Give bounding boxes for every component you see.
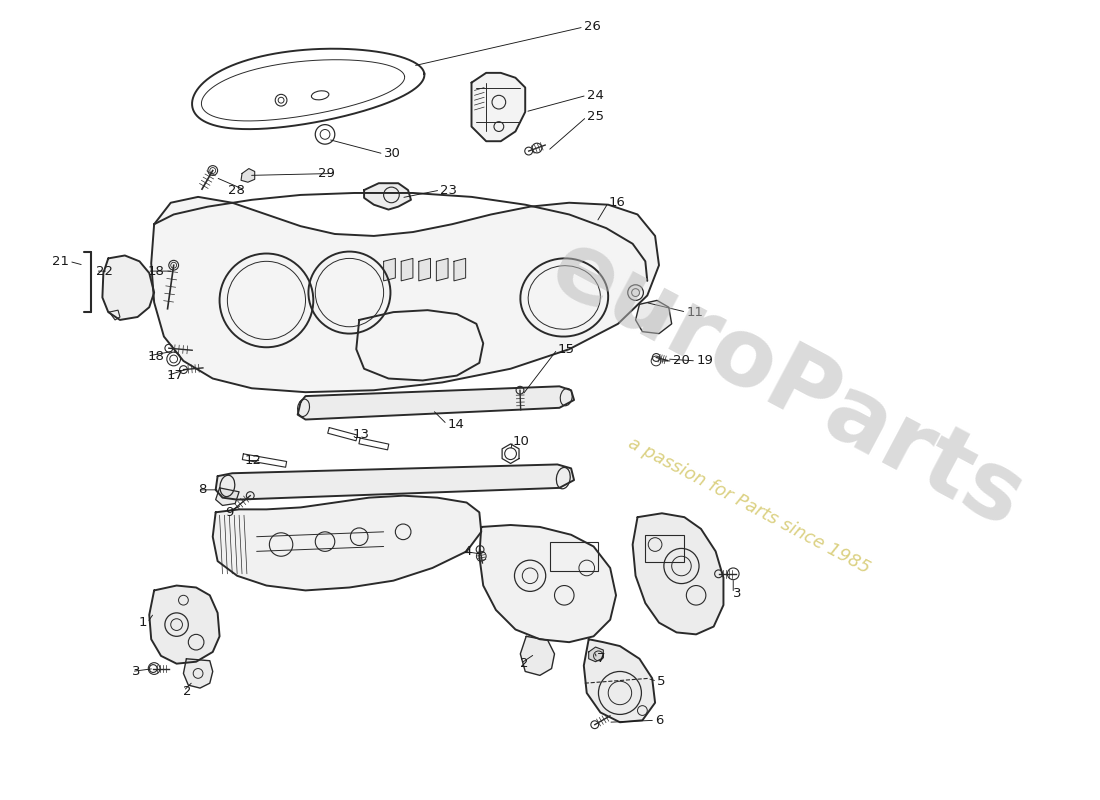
Text: 12: 12: [245, 454, 262, 467]
Text: 6: 6: [656, 714, 663, 726]
Polygon shape: [437, 258, 448, 281]
Text: 4: 4: [464, 545, 472, 558]
Text: 2: 2: [184, 685, 191, 698]
Bar: [646, 534, 684, 562]
Polygon shape: [102, 255, 154, 320]
Text: 11: 11: [686, 306, 703, 318]
Text: 9: 9: [226, 506, 234, 518]
Polygon shape: [184, 658, 212, 688]
Text: a passion for Parts since 1985: a passion for Parts since 1985: [625, 434, 873, 577]
Polygon shape: [632, 514, 724, 634]
Polygon shape: [520, 636, 554, 675]
Polygon shape: [419, 258, 430, 281]
Text: 18: 18: [147, 265, 164, 278]
Polygon shape: [216, 465, 574, 500]
Text: 10: 10: [513, 434, 529, 447]
Polygon shape: [212, 496, 482, 590]
Text: 5: 5: [657, 674, 665, 688]
Text: 28: 28: [228, 183, 245, 197]
Polygon shape: [364, 183, 411, 210]
Text: 8: 8: [198, 483, 207, 496]
Polygon shape: [298, 386, 574, 419]
Text: 23: 23: [440, 183, 458, 197]
Text: 13: 13: [352, 428, 370, 441]
Polygon shape: [216, 488, 239, 506]
Polygon shape: [150, 586, 220, 664]
Text: 18: 18: [147, 350, 164, 362]
Polygon shape: [454, 258, 465, 281]
Polygon shape: [588, 647, 603, 662]
Text: 17: 17: [167, 369, 184, 382]
Text: 3: 3: [132, 665, 140, 678]
Text: 30: 30: [384, 147, 400, 161]
Polygon shape: [480, 525, 616, 642]
Text: 24: 24: [586, 89, 604, 102]
Text: 14: 14: [447, 418, 464, 431]
Polygon shape: [241, 169, 255, 182]
Text: 21: 21: [52, 255, 69, 268]
Polygon shape: [584, 639, 656, 722]
Polygon shape: [636, 300, 672, 334]
Text: 22: 22: [96, 265, 112, 278]
Text: 2: 2: [520, 657, 529, 670]
Text: 19: 19: [696, 354, 713, 367]
Text: 3: 3: [734, 587, 741, 600]
Text: 29: 29: [318, 167, 334, 180]
Polygon shape: [384, 258, 395, 281]
Text: 1: 1: [139, 616, 147, 629]
Text: 15: 15: [558, 342, 574, 356]
Text: 16: 16: [608, 196, 625, 210]
Text: 25: 25: [586, 110, 604, 123]
Text: 7: 7: [596, 652, 605, 666]
Polygon shape: [472, 73, 525, 142]
Polygon shape: [402, 258, 412, 281]
Text: 20: 20: [673, 354, 690, 367]
Bar: [550, 542, 598, 571]
Text: euroParts: euroParts: [536, 222, 1038, 547]
Text: 26: 26: [584, 21, 601, 34]
Polygon shape: [151, 197, 659, 392]
